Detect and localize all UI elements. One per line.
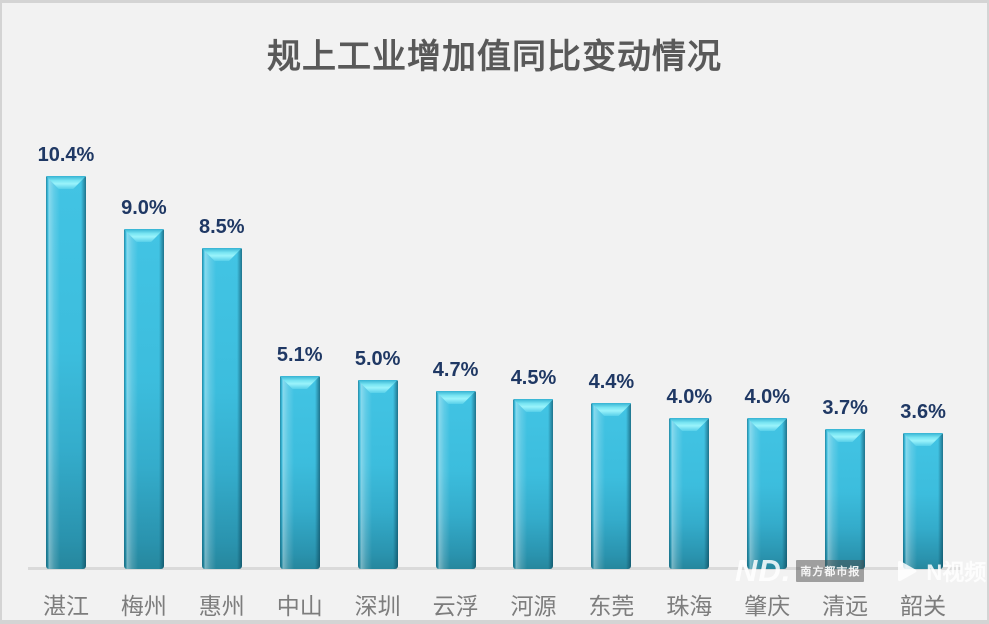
- category-label: 湛江: [42, 593, 89, 619]
- category-label: 东莞: [588, 593, 635, 619]
- bar: [747, 418, 788, 569]
- bar-column: 3.7%: [806, 397, 884, 569]
- category-label: 肇庆: [744, 593, 791, 619]
- bar-value-label: 5.1%: [276, 344, 323, 366]
- category-label: 惠州: [198, 593, 245, 619]
- category-label: 深圳: [354, 593, 401, 619]
- bar-value-label: 10.4%: [37, 144, 95, 166]
- category-label: 梅州: [120, 593, 167, 619]
- chart-title: 规上工业增加值同比变动情况: [267, 38, 722, 76]
- bar: [825, 429, 866, 569]
- bar-value-label: 4.7%: [432, 359, 479, 381]
- bar-chart: 10.4% 9.0% 8.5% 5.1% 5.0% 4.7% 4.5% 4.4% 4.0% 4.0…: [27, 3, 962, 569]
- bar-column: 3.6%: [884, 401, 962, 569]
- bar-column: 9.0%: [105, 197, 183, 569]
- bar-value-label: 3.7%: [822, 397, 868, 419]
- bar-value-label: 4.0%: [744, 386, 791, 408]
- bar-column: 4.4%: [572, 371, 650, 569]
- bar: [123, 229, 164, 569]
- bar-column: 4.0%: [650, 386, 728, 569]
- bar: [591, 403, 632, 569]
- bar-value-label: 4.5%: [510, 367, 557, 389]
- bar-column: 4.0%: [728, 386, 806, 569]
- category-label: 云浮: [432, 593, 479, 619]
- category-label: 韶关: [900, 593, 947, 619]
- bar-column: 5.1%: [261, 344, 339, 569]
- bar-value-label: 4.0%: [666, 386, 713, 408]
- bar-column: 4.5%: [495, 367, 573, 569]
- bar: [435, 391, 476, 569]
- category-axis: 湛江 梅州 惠州 中山 深圳 云浮 河源 东莞 珠海 肇庆 清远 韶关: [27, 587, 962, 621]
- bar: [357, 380, 398, 569]
- bar-column: 4.7%: [417, 359, 495, 569]
- bar: [513, 399, 554, 569]
- bar: [903, 433, 944, 569]
- category-label: 清远: [822, 593, 869, 619]
- bar-column: 10.4%: [27, 144, 105, 569]
- bar: [45, 176, 86, 569]
- bar-column: 8.5%: [183, 216, 261, 569]
- category-label: 珠海: [666, 593, 713, 619]
- category-label: 河源: [510, 593, 557, 619]
- category-label: 中山: [276, 593, 323, 619]
- bar-column: 5.0%: [339, 348, 417, 569]
- bar: [201, 248, 242, 569]
- bar-value-label: 8.5%: [199, 216, 245, 238]
- bar-value-label: 4.4%: [588, 371, 635, 393]
- bar-value-label: 5.0%: [354, 348, 401, 370]
- x-axis-line: [28, 567, 961, 570]
- bar: [279, 376, 320, 569]
- bar: [669, 418, 710, 569]
- bar-value-label: 9.0%: [121, 197, 167, 219]
- bar-value-label: 3.6%: [900, 401, 946, 423]
